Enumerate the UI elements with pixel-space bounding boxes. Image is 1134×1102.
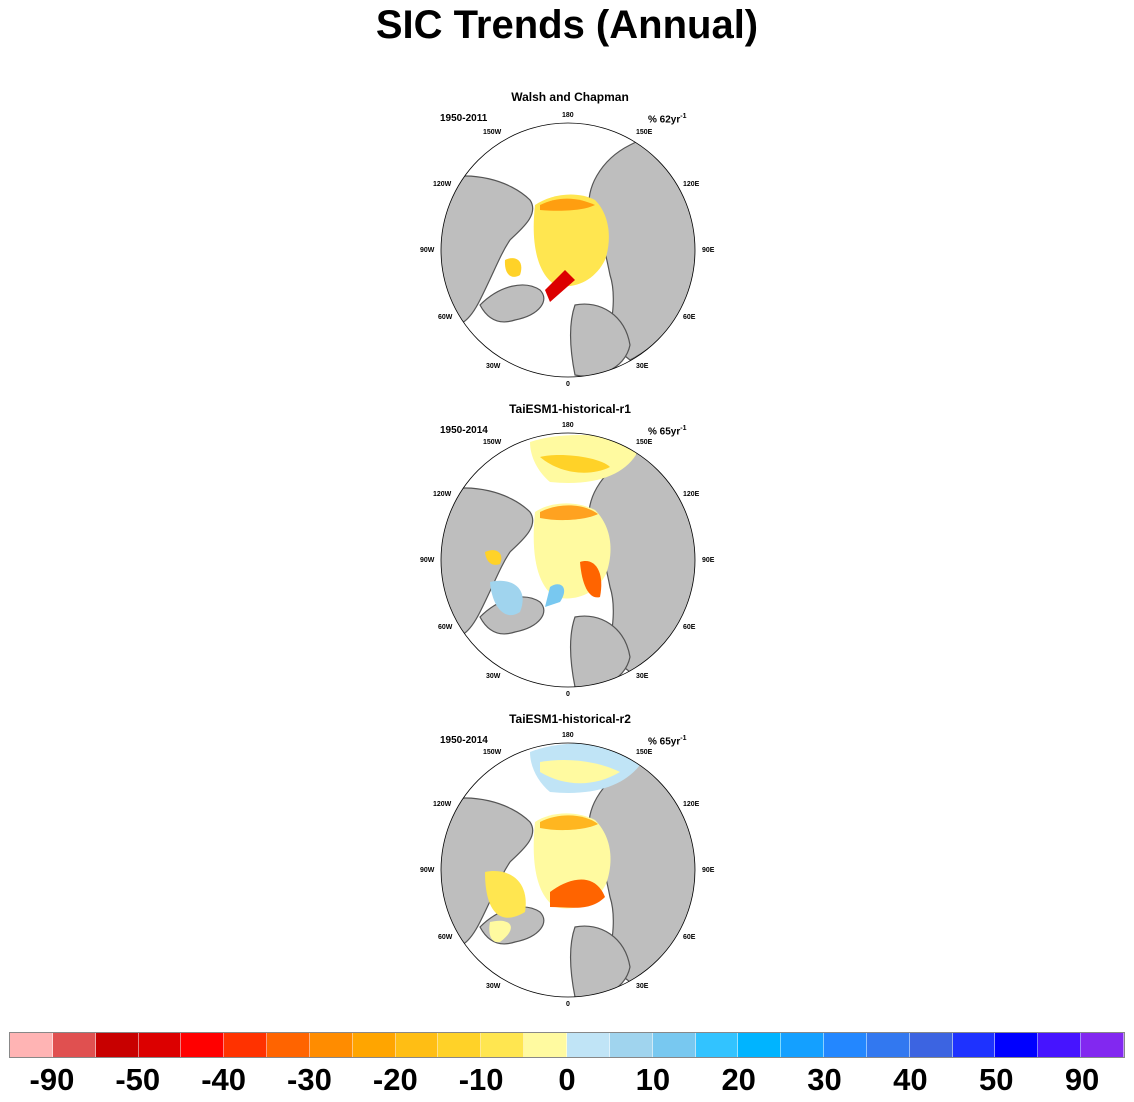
colorbar-swatch	[566, 1033, 610, 1057]
lon-label-150e: 150E	[636, 129, 653, 136]
colorbar-swatch	[909, 1033, 953, 1057]
colorbar-swatch	[52, 1033, 96, 1057]
lon-label-150w: 150W	[483, 749, 502, 756]
colorbar-swatch	[438, 1033, 482, 1057]
colorbar-swatch	[138, 1033, 182, 1057]
period-label: 1950-2014	[440, 425, 488, 436]
panel-title: Walsh and Chapman	[511, 90, 629, 104]
lon-label-30w: 30W	[486, 983, 501, 990]
lon-label-60w: 60W	[438, 314, 453, 321]
colorbar	[9, 1032, 1125, 1058]
lon-label-120w: 120W	[433, 181, 452, 188]
lon-label-90e: 90E	[702, 247, 715, 254]
lon-label-30w: 30W	[486, 363, 501, 370]
ice-barents	[545, 270, 575, 302]
colorbar-tick-label: 20	[721, 1062, 756, 1097]
ice-edge	[540, 198, 595, 211]
colorbar-swatch	[652, 1033, 696, 1057]
land-northamerica	[441, 175, 534, 327]
colorbar-swatch	[224, 1033, 268, 1057]
units-label: % 65yr-1	[648, 425, 687, 438]
colorbar-swatch	[352, 1033, 396, 1057]
colorbar-tick-label: 10	[635, 1062, 671, 1097]
lon-label-120e: 120E	[683, 181, 700, 188]
lon-label-0: 0	[566, 1001, 570, 1008]
lon-label-120e: 120E	[683, 801, 700, 808]
panel-title: TaiESM1-historical-r2	[509, 712, 631, 726]
lon-label-60e: 60E	[683, 934, 696, 941]
lon-label-150e: 150E	[636, 439, 653, 446]
map-panel-2: TaiESM1-historical-r1 1950-2014 % 65yr-1…	[400, 402, 740, 702]
colorbar-tick-label: 30	[807, 1062, 842, 1097]
figure-title: SIC Trends (Annual)	[375, 3, 759, 47]
polar-map-2	[440, 432, 696, 688]
colorbar-swatch	[524, 1033, 567, 1057]
lon-label-60w: 60W	[438, 624, 453, 631]
lon-label-90w: 90W	[420, 557, 435, 564]
colorbar-swatch	[695, 1033, 739, 1057]
lon-label-60w: 60W	[438, 934, 453, 941]
lon-label-90w: 90W	[420, 247, 435, 254]
lon-label-0: 0	[566, 691, 570, 698]
lon-label-30e: 30E	[636, 673, 649, 680]
lon-label-120w: 120W	[433, 491, 452, 498]
lon-label-30e: 30E	[636, 983, 649, 990]
lon-label-90e: 90E	[702, 557, 715, 564]
lon-label-90e: 90E	[702, 867, 715, 874]
colorbar-swatch	[824, 1033, 867, 1057]
colorbar-swatch	[267, 1033, 310, 1057]
lon-label-180: 180	[562, 112, 574, 119]
lon-label-90w: 90W	[420, 867, 435, 874]
ice-baffin	[504, 258, 522, 277]
colorbar-tick-label: -90	[29, 1062, 75, 1097]
colorbar-tick-label: 50	[978, 1062, 1014, 1097]
colorbar-swatch	[952, 1033, 996, 1057]
units-label: % 65yr-1	[648, 735, 687, 748]
colorbar-swatch	[181, 1033, 225, 1057]
colorbar-swatch	[1081, 1033, 1124, 1057]
panel-title: TaiESM1-historical-r1	[509, 402, 631, 416]
lon-label-30e: 30E	[636, 363, 649, 370]
period-label: 1950-2014	[440, 735, 488, 746]
lon-label-120w: 120W	[433, 801, 452, 808]
polar-map-1	[440, 122, 696, 378]
lon-label-60e: 60E	[683, 314, 696, 321]
units-label: % 62yr-1	[648, 113, 687, 126]
colorbar-tick-label: -30	[287, 1062, 332, 1097]
lon-label-120e: 120E	[683, 491, 700, 498]
colorbar-tick-label: 0	[558, 1062, 576, 1097]
lon-label-150w: 150W	[483, 439, 502, 446]
ice-arctic	[533, 194, 609, 287]
colorbar-swatch	[609, 1033, 653, 1057]
map-panel-3: TaiESM1-historical-r2 1950-2014 % 65yr-1…	[400, 712, 740, 1012]
colorbar-swatch	[781, 1033, 825, 1057]
colorbar-tick-label: -20	[372, 1062, 418, 1097]
colorbar-swatch	[395, 1033, 439, 1057]
colorbar-tick-label: -50	[115, 1062, 161, 1097]
period-label: 1950-2011	[440, 113, 488, 124]
colorbar-swatch	[1038, 1033, 1082, 1057]
colorbar-tick-labels: -90 -50 -40 -30 -20 -10 0 10 20 30 40 50 90	[9, 1062, 1125, 1102]
colorbar-swatch	[481, 1033, 525, 1057]
lon-label-180: 180	[562, 422, 574, 429]
lon-label-60e: 60E	[683, 624, 696, 631]
colorbar-tick-label: -10	[458, 1062, 504, 1097]
colorbar-swatch	[309, 1033, 353, 1057]
lon-label-30w: 30W	[486, 673, 501, 680]
colorbar-tick-label: 40	[893, 1062, 928, 1097]
polar-map-3	[440, 742, 696, 998]
land-greenland	[479, 284, 545, 323]
colorbar-swatch	[738, 1033, 782, 1057]
colorbar-tick-label: -40	[201, 1062, 247, 1097]
colorbar-swatch	[95, 1033, 139, 1057]
colorbar-tick-label: 90	[1064, 1062, 1100, 1097]
map-panel-1: Walsh and Chapman 1950-2011 % 62yr-1 180…	[400, 90, 740, 390]
lon-label-150w: 150W	[483, 129, 502, 136]
colorbar-swatch	[10, 1033, 53, 1057]
colorbar-swatch	[866, 1033, 910, 1057]
lon-label-0: 0	[566, 381, 570, 388]
lon-label-150e: 150E	[636, 749, 653, 756]
lon-label-180: 180	[562, 732, 574, 739]
colorbar-swatch	[995, 1033, 1039, 1057]
